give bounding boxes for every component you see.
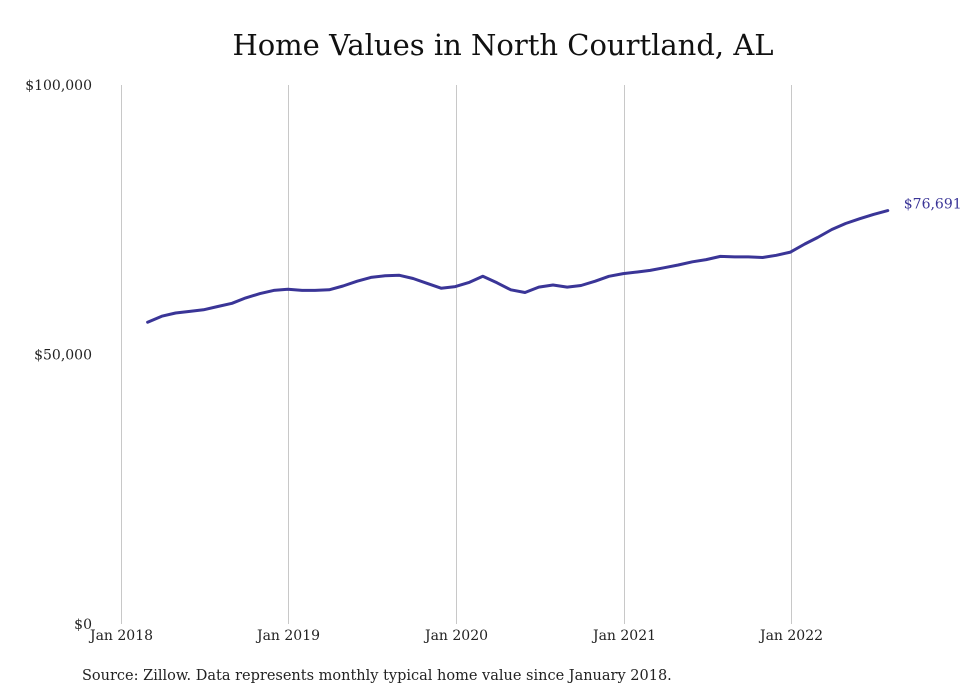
grid-layer [121,85,792,624]
x-tick-label: Jan 2019 [255,628,320,644]
series-layer [146,209,890,324]
y-axis-ticks: $0 $50,000 $100,000 [25,78,92,633]
x-tick-label: Jan 2021 [591,628,656,644]
series-line [146,209,890,324]
x-tick-label: Jan 2018 [88,628,153,644]
x-axis-ticks: Jan 2018 Jan 2019 Jan 2020 Jan 2021 Jan 2022 [88,628,823,644]
annotation-layer: $76,691 [904,197,962,213]
x-tick-label: Jan 2022 [758,628,823,644]
y-tick-label: $0 [74,617,92,633]
y-tick-label: $100,000 [25,78,92,94]
end-value-label: $76,691 [904,197,962,213]
x-tick-label: Jan 2020 [423,628,488,644]
chart-title: Home Values in North Courtland, AL [232,28,774,62]
y-tick-label: $50,000 [34,348,92,364]
source-note: Source: Zillow. Data represents monthly … [82,668,672,684]
